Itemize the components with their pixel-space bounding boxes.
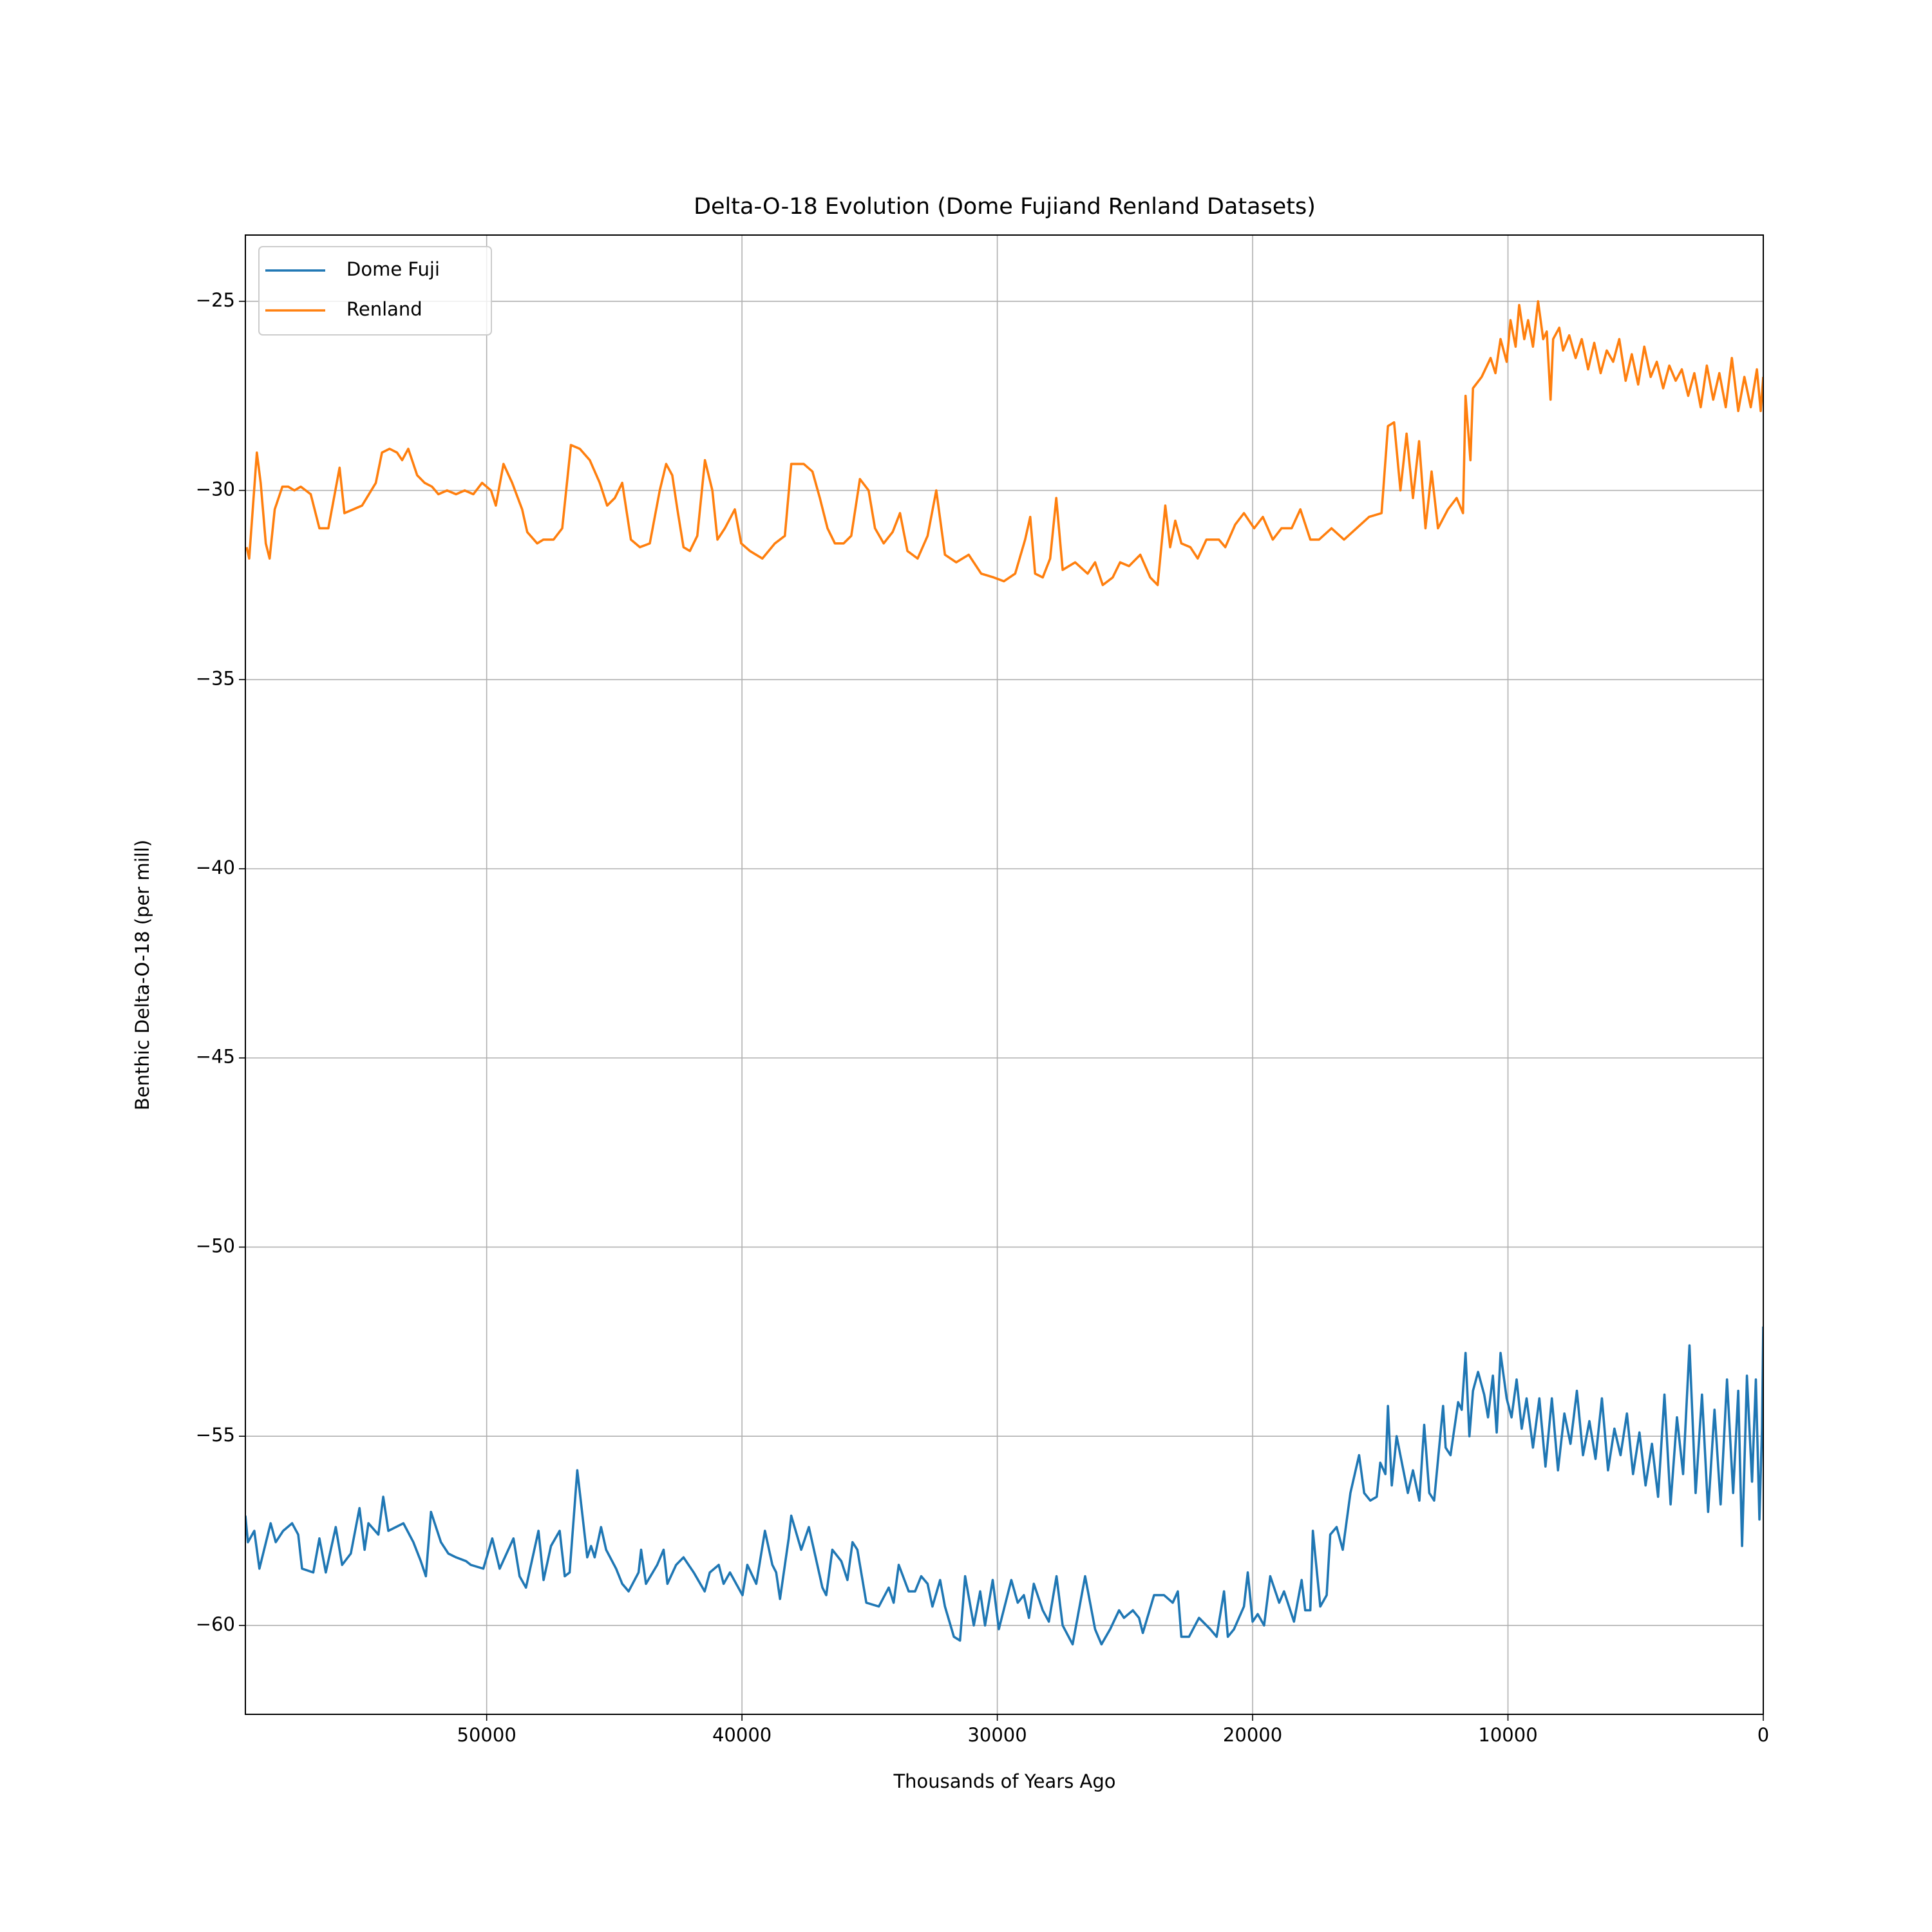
x-tick-label: 50000	[457, 1724, 516, 1746]
legend-box	[258, 246, 492, 336]
chart-title: Delta-O-18 Evolution (Dome Fujiand Renla…	[694, 194, 1316, 220]
ticks: 50000 40000 30000 20000 10000 0 −25 −30 −35 −40 −4…	[196, 289, 1769, 1746]
x-tick-label: 0	[1757, 1724, 1769, 1746]
y-axis-label: Benthic Delta-O-18 (per mill)	[131, 840, 153, 1110]
x-tick-label: 30000	[967, 1724, 1027, 1746]
y-tick-label: −25	[196, 289, 235, 311]
y-tick-label: −40	[196, 857, 235, 878]
x-tick-label: 10000	[1478, 1724, 1537, 1746]
y-tick-label: −50	[196, 1235, 235, 1256]
legend-label: Dome Fuji	[346, 258, 440, 280]
y-tick-label: −45	[196, 1046, 235, 1068]
axes-frame	[245, 234, 1764, 1715]
x-tick-label: 40000	[712, 1724, 772, 1746]
y-tick-label: −30	[196, 478, 235, 500]
x-axis-label: Thousands of Years Ago	[893, 1770, 1115, 1792]
legend-label: Renland	[346, 298, 422, 320]
y-tick-label: −55	[196, 1424, 235, 1446]
data-line	[245, 1326, 1763, 1646]
y-tick-label: −35	[196, 667, 235, 689]
legend: Dome Fuji Renland	[258, 246, 492, 336]
x-tick-label: 20000	[1223, 1724, 1282, 1746]
y-tick-label: −60	[196, 1613, 235, 1635]
data-line	[245, 300, 1763, 587]
plot-area	[245, 300, 1763, 1646]
